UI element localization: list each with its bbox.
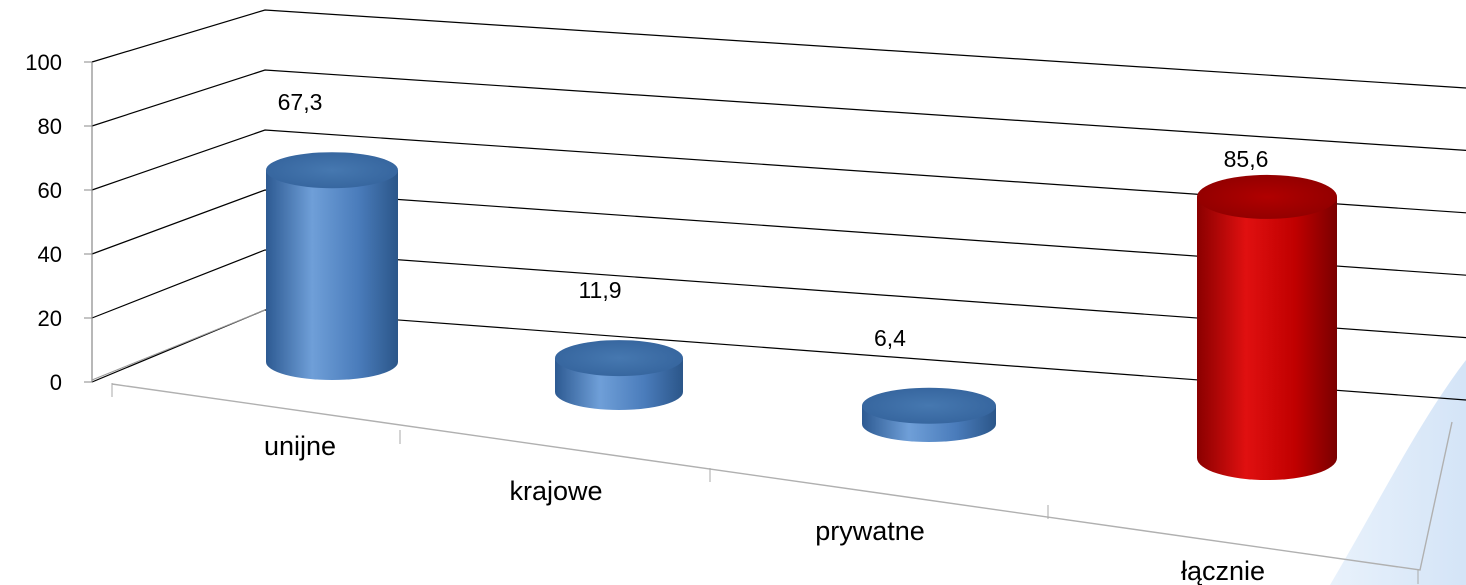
y-tick-label: 40	[38, 242, 62, 267]
category-label: unijne	[264, 431, 336, 461]
gridline	[91, 129, 1466, 214]
data-label: 6,4	[874, 325, 906, 351]
category-labels: unijne krajowe prywatne łącznie	[264, 431, 1265, 585]
bar-body	[1197, 196, 1337, 481]
bar	[862, 387, 996, 442]
y-tick-label: 20	[38, 306, 62, 331]
bar-top	[555, 340, 683, 377]
bar	[266, 152, 398, 380]
floor-left-edge	[91, 309, 266, 381]
gridline	[91, 249, 1466, 339]
y-tick-label: 80	[38, 114, 62, 139]
y-tick-label: 0	[50, 370, 62, 395]
category-label: krajowe	[509, 476, 602, 506]
category-label: prywatne	[815, 516, 925, 546]
gridlines	[91, 9, 1466, 401]
gridline	[91, 69, 1466, 151]
axes	[84, 61, 1453, 584]
data-label: 85,6	[1224, 146, 1269, 172]
gridline	[91, 9, 1466, 89]
gridline	[91, 189, 1466, 276]
y-tick-label: 60	[38, 178, 62, 203]
bar-body	[266, 170, 398, 380]
data-label: 11,9	[578, 277, 621, 303]
data-labels: 67,3 11,9 6,4 85,6	[278, 89, 1269, 351]
decorative-swoosh	[1330, 360, 1466, 585]
data-label: 67,3	[278, 89, 323, 115]
y-tick-labels: 0 20 40 60 80 100	[25, 50, 62, 395]
category-label: łącznie	[1181, 556, 1265, 585]
bar	[1197, 174, 1337, 481]
x-axis-floor	[111, 383, 1453, 571]
bar-top	[862, 387, 996, 424]
y-tick-label: 100	[25, 50, 62, 75]
bar-top	[266, 152, 398, 189]
bars	[266, 152, 1337, 481]
bar	[555, 340, 683, 410]
bar-top	[1197, 174, 1337, 219]
